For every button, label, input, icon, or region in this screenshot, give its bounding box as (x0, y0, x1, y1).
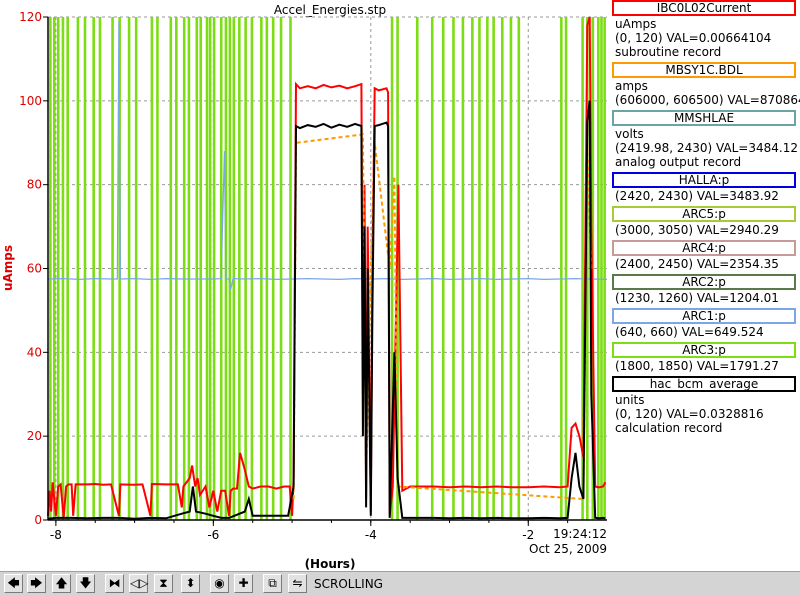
time-label: 19:24:12 (553, 527, 607, 541)
y-tick-label: 0 (34, 513, 42, 527)
legend-pv-name[interactable]: MBSY1C.BDL (612, 62, 796, 78)
scrolling-status: SCROLLING (314, 577, 383, 591)
scroll-down-button[interactable]: 🡇 (76, 574, 95, 593)
series-line-ibc0l02current (47, 16, 607, 518)
y-tick-label: 100 (19, 94, 42, 108)
auto-scale-button[interactable]: ◉ (210, 574, 229, 593)
legend-pv-name[interactable]: HALLA:p (612, 172, 796, 188)
legend-info-line: (2400, 2450) VAL=2354.35 (615, 257, 779, 271)
y-tick-label: 60 (27, 262, 42, 276)
legend-pv-name[interactable]: ARC4:p (612, 240, 796, 256)
legend-pv-name[interactable]: ARC2:p (612, 274, 796, 290)
legend-info-line: (1230, 1260) VAL=1204.01 (615, 291, 779, 305)
config-icon: ⧉ (268, 576, 277, 590)
series-line-hac-bcm-average (47, 100, 606, 520)
y-axis-label: uAmps (1, 245, 15, 291)
scroll-right-button[interactable]: 🡆 (27, 574, 46, 593)
legend-info-line: (640, 660) VAL=649.524 (615, 325, 764, 339)
scroll-up-button[interactable]: 🡅 (52, 574, 71, 593)
y-tick-label: 80 (27, 178, 42, 192)
scroll-toggle-button[interactable]: ⇋ (288, 574, 307, 593)
zoom-out-y-button[interactable]: ⬍ (181, 574, 200, 593)
zoom-in-y-button[interactable]: ⧗ (154, 574, 173, 593)
scroll-toggle-icon: ⇋ (292, 576, 303, 590)
legend-info-line: (606000, 606500) VAL=870864 (615, 93, 800, 107)
strip-chart: Accel_Energies.stp uAmps (Hours) 19:24:1… (1, 3, 608, 570)
legend-pv-name[interactable]: ARC1:p (612, 308, 796, 324)
x-tick-label: -4 (365, 528, 377, 542)
x-tick-label: -6 (207, 528, 219, 542)
chart-title: Accel_Energies.stp (274, 3, 386, 17)
legend-info-line: uAmps (615, 17, 657, 31)
date-label: Oct 25, 2009 (529, 542, 607, 556)
series-line-mmshlae (47, 21, 608, 290)
legend-info-line: volts (615, 127, 644, 141)
legend-pv-name[interactable]: ARC3:p (612, 342, 796, 358)
legend-info-line: amps (615, 79, 648, 93)
legend-info-line: calculation record (615, 421, 723, 435)
zoom-out-x-button[interactable]: ◁▷ (129, 574, 148, 593)
scroll-left-button[interactable]: 🡄 (4, 574, 23, 593)
zoom-in-x-button[interactable]: ⧓ (105, 574, 124, 593)
legend-pv-name[interactable]: ARC5:p (612, 206, 796, 222)
scroll-left-icon: 🡄 (7, 576, 20, 590)
legend: IBC0L02Current uAmps (0, 120) VAL=0.006641… (610, 0, 800, 435)
legend-info-line: (0, 120) VAL=0.0328816 (615, 407, 764, 421)
scroll-down-icon: 🡇 (79, 576, 92, 590)
legend-info-line: (3000, 3050) VAL=2940.29 (615, 223, 779, 237)
y-tick-label: 40 (27, 345, 42, 359)
legend-pv-name[interactable]: IBC0L02Current (612, 0, 796, 16)
zoom-in-x-icon: ⧓ (108, 576, 121, 590)
y-tick-label: 120 (19, 10, 42, 24)
legend-info-line: (1800, 1850) VAL=1791.27 (615, 359, 779, 373)
x-tick-label: -2 (522, 528, 534, 542)
legend-pv-name[interactable]: MMSHLAE (612, 110, 796, 126)
legend-info-line: units (615, 393, 645, 407)
scroll-up-icon: 🡅 (55, 576, 68, 590)
legend-info-line: (0, 120) VAL=0.00664104 (615, 31, 772, 45)
legend-pv-name[interactable]: hac_bcm_average (612, 376, 796, 392)
zoom-in-y-icon: ⧗ (159, 576, 168, 590)
zoom-out-y-icon: ⬍ (185, 576, 196, 590)
auto-scale-icon: ◉ (214, 576, 225, 590)
add-button[interactable]: ✚ (234, 574, 253, 593)
toolbar: SCROLLING 🡄 🡆 🡅 🡇 ⧓ ◁▷ ⧗ ⬍ ◉ ✚ ⧉ ⇋ (0, 571, 800, 596)
zoom-out-x-icon: ◁▷ (130, 576, 149, 590)
add-icon: ✚ (238, 576, 249, 590)
x-axis-label: (Hours) (305, 557, 356, 570)
legend-info-line: subroutine record (615, 45, 722, 59)
y-tick-label: 20 (27, 429, 42, 443)
scroll-right-icon: 🡆 (30, 576, 43, 590)
legend-info-line: analog output record (615, 155, 742, 169)
config-button[interactable]: ⧉ (263, 574, 282, 593)
x-tick-label: -8 (50, 528, 62, 542)
legend-info-line: (2419.98, 2430) VAL=3484.12 (615, 141, 798, 155)
legend-info-line: (2420, 2430) VAL=3483.92 (615, 189, 779, 203)
